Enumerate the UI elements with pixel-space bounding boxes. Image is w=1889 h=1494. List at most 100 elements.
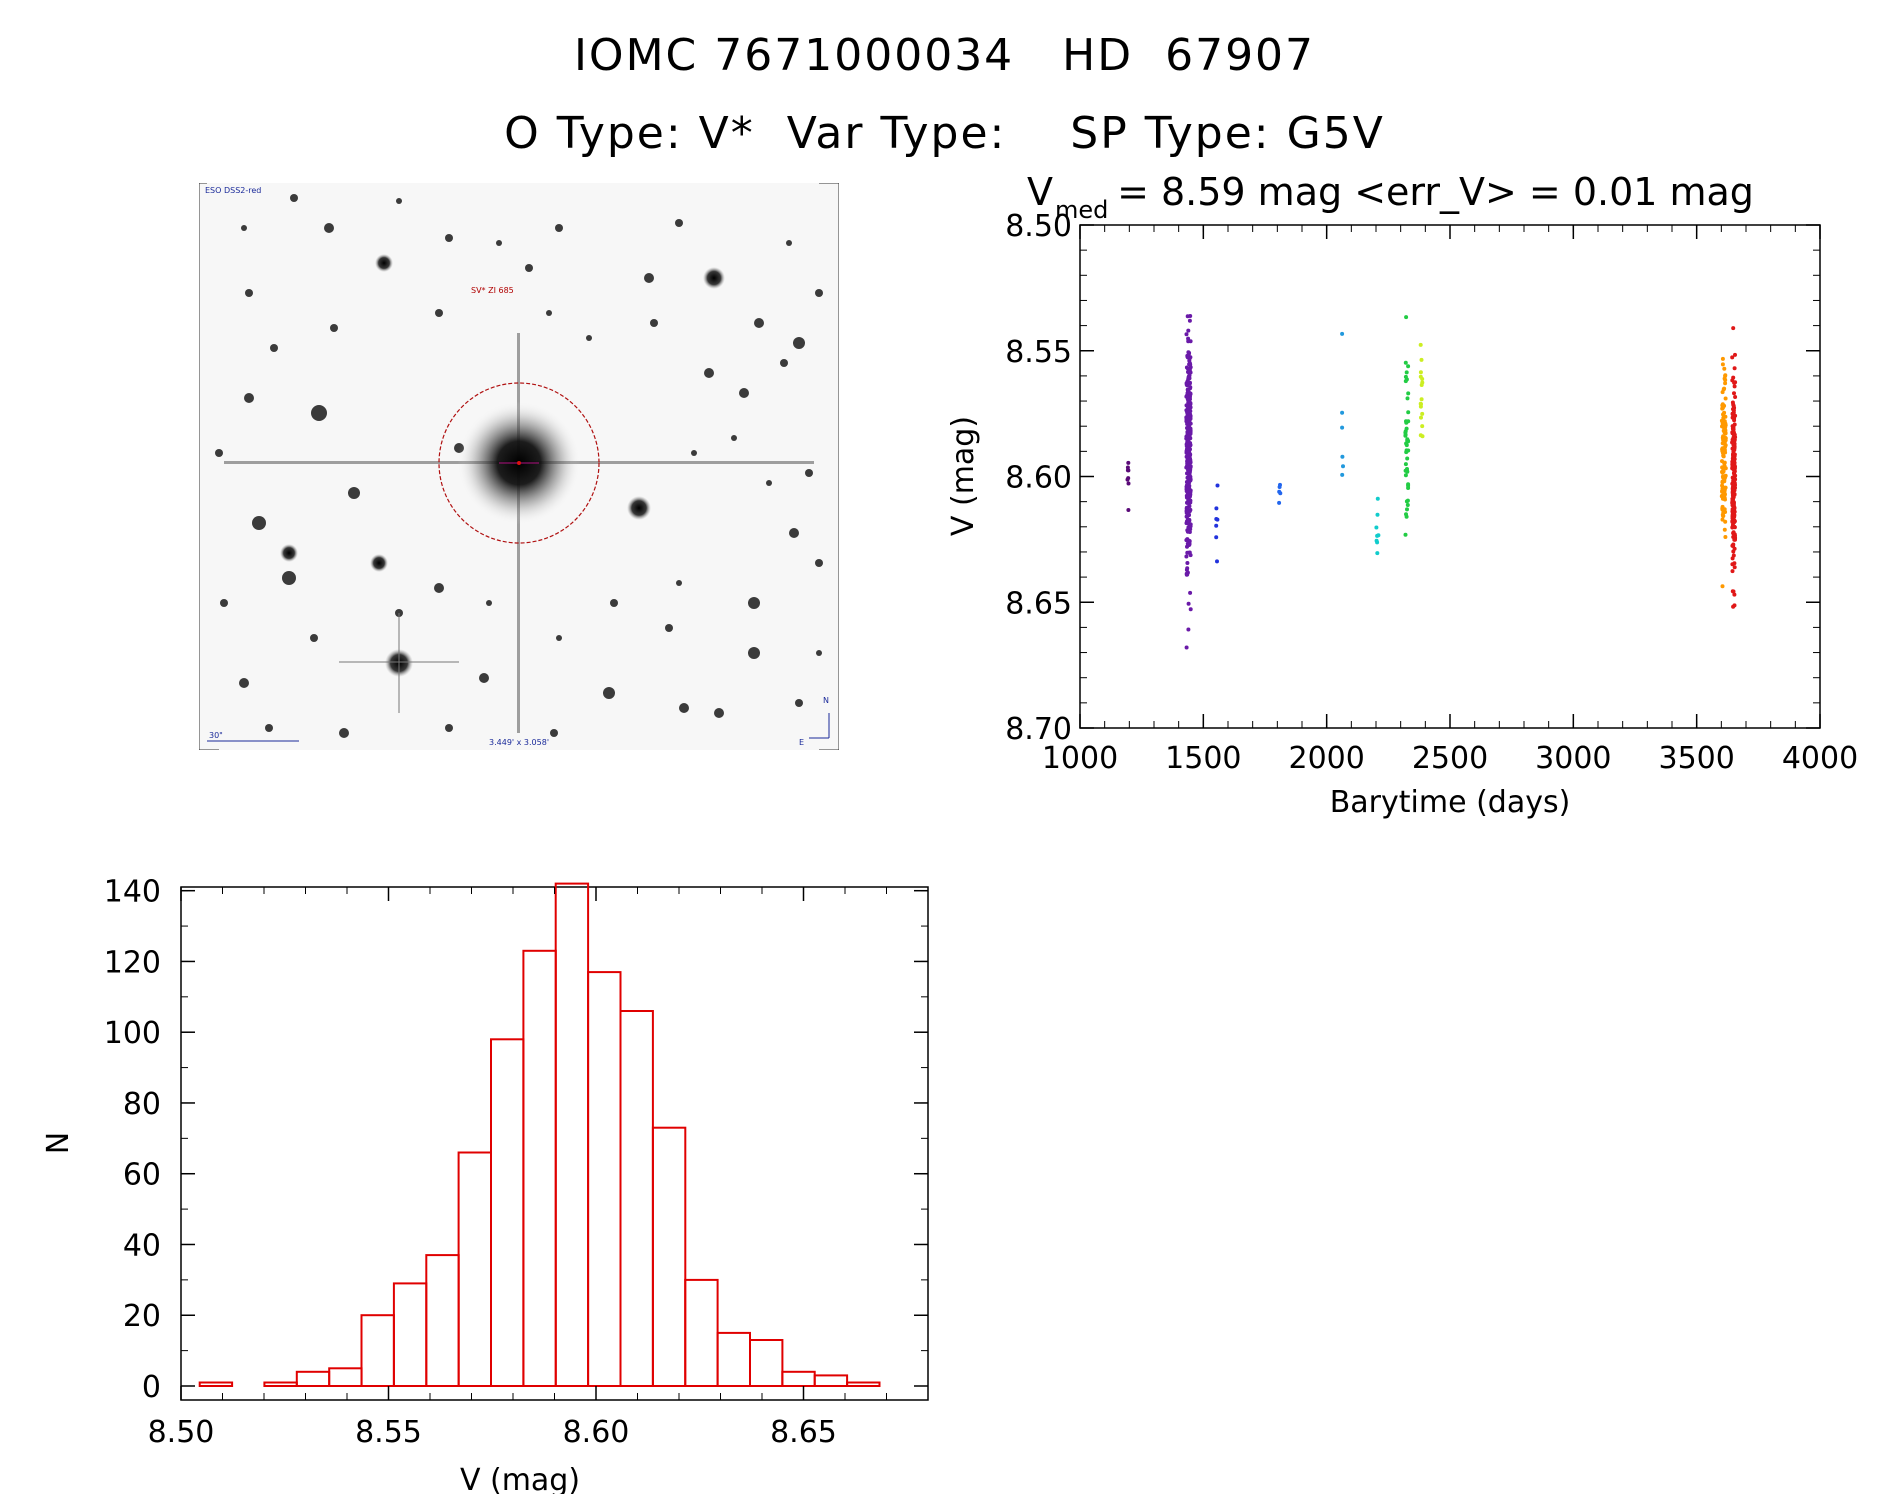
finder-field-star — [731, 435, 737, 441]
lc-data-point — [1126, 460, 1131, 465]
lc-data-point — [1278, 491, 1283, 496]
finder-target-marker — [517, 461, 521, 465]
lc-data-point — [1406, 410, 1411, 415]
lc-data-point — [1187, 351, 1192, 355]
lc-data-point — [1184, 332, 1189, 337]
lc-data-point — [1730, 355, 1735, 360]
finder-field-star — [786, 240, 792, 246]
lc-data-point — [1723, 381, 1728, 386]
lc-data-point — [1418, 342, 1423, 347]
lc-data-point — [1186, 403, 1191, 408]
lc-data-point — [1719, 418, 1724, 423]
lc-x-tick-label: 1500 — [1165, 741, 1241, 776]
header-title: IOMC 7671000034 HD 67907 — [573, 30, 1316, 81]
lc-data-point — [1184, 382, 1189, 387]
lc-data-point — [1186, 375, 1191, 380]
lc-data-point — [1732, 405, 1737, 410]
finder-field-star — [310, 634, 318, 642]
finder-field-star — [795, 699, 803, 707]
lc-data-point — [1186, 417, 1191, 422]
lc-data-point — [1723, 396, 1728, 401]
lc-ylabel: V (mag) — [946, 416, 981, 536]
lc-data-point — [1184, 645, 1189, 650]
lc-x-tick-label: 3000 — [1535, 741, 1611, 776]
lc-data-point — [1720, 446, 1725, 451]
lc-data-point — [1186, 525, 1191, 530]
finder-field-star — [348, 487, 360, 499]
hist-bar — [263, 1381, 298, 1387]
lc-data-point — [1731, 531, 1736, 536]
lc-data-point — [1187, 381, 1192, 386]
lc-data-point — [1723, 535, 1728, 539]
finder-field-star — [396, 198, 402, 204]
lc-data-point — [1732, 537, 1737, 542]
lc-data-point — [1406, 391, 1411, 396]
lc-data-point — [1277, 485, 1282, 489]
hist-bar — [781, 1370, 816, 1388]
lc-data-point — [1730, 569, 1735, 574]
hist-bars — [198, 882, 881, 1388]
lc-title-subscript: med — [1055, 196, 1108, 224]
hist-bar — [522, 949, 557, 1387]
lc-data-point — [1733, 352, 1737, 357]
finder-star-field — [215, 194, 823, 738]
lc-data-point — [1403, 429, 1408, 434]
finder-field-star — [486, 600, 492, 606]
finder-field-star — [555, 224, 563, 232]
light-curve-chart: V med = 8.59 mag <err_V> = 0.01 mag 1000… — [946, 170, 1858, 820]
lc-data-point — [1186, 468, 1191, 473]
hist-bar — [425, 1254, 460, 1387]
finder-field-star — [496, 240, 502, 246]
hist-y-tick-label: 20 — [123, 1299, 161, 1334]
finder-field-star — [627, 496, 651, 520]
lc-data-point — [1730, 481, 1735, 486]
lc-data-point — [1732, 513, 1737, 518]
finder-scale-label: 30" — [209, 731, 223, 740]
finder-field-star — [241, 225, 247, 231]
lc-data-point — [1732, 470, 1737, 475]
lc-data-point — [1732, 592, 1737, 597]
finder-chart-image: ESO DSS2-red SV* ZI 685 30" 3.449' x 3.0… — [199, 183, 839, 750]
finder-field-star — [610, 599, 618, 607]
lc-data-point — [1186, 388, 1191, 393]
finder-field-star — [324, 223, 334, 233]
lc-data-point — [1406, 482, 1411, 487]
lc-data-point — [1185, 410, 1190, 415]
lc-data-point — [1406, 486, 1411, 490]
hist-bar — [651, 1126, 687, 1387]
lc-data-point — [1723, 378, 1728, 382]
lc-data-point — [1125, 468, 1130, 473]
hist-bar — [846, 1381, 881, 1387]
hist-axes: 8.50 8.55 8.60 8.65 0 20 40 60 80 100 120 140 — [104, 875, 929, 1450]
lc-data-point — [1188, 385, 1193, 390]
hist-y-tick-label: 120 — [104, 945, 161, 980]
lc-data-point — [1340, 410, 1345, 415]
lc-data-point — [1731, 375, 1736, 380]
lc-data-point — [1187, 371, 1192, 376]
lc-data-point — [1187, 406, 1192, 411]
finder-field-star — [714, 708, 724, 718]
lc-data-point — [1403, 433, 1408, 438]
lc-data-point — [1721, 438, 1726, 442]
lc-data-point — [1722, 421, 1727, 426]
lc-data-point — [1732, 380, 1737, 385]
lc-data-point — [1375, 496, 1380, 501]
lc-data-point — [1419, 357, 1424, 362]
finder-field-star — [290, 194, 298, 202]
hist-x-tick-label: 8.60 — [563, 1415, 630, 1450]
lc-data-point — [1188, 498, 1193, 503]
finder-spike-secondary — [398, 613, 400, 713]
lc-data-point — [1187, 424, 1192, 429]
lc-title-rest: = 8.59 mag <err_V> = 0.01 mag — [1105, 170, 1754, 214]
lc-data-point — [1418, 374, 1423, 379]
lc-data-point — [1277, 500, 1282, 505]
lc-x-tick-label: 3500 — [1658, 741, 1734, 776]
finder-field-star — [704, 368, 714, 378]
lc-data-point — [1187, 472, 1192, 477]
finder-field-star — [245, 289, 253, 297]
lc-data-point — [1404, 441, 1409, 446]
lc-data-point — [1731, 326, 1736, 331]
finder-field-star — [748, 647, 760, 659]
hist-bar — [619, 1010, 654, 1387]
